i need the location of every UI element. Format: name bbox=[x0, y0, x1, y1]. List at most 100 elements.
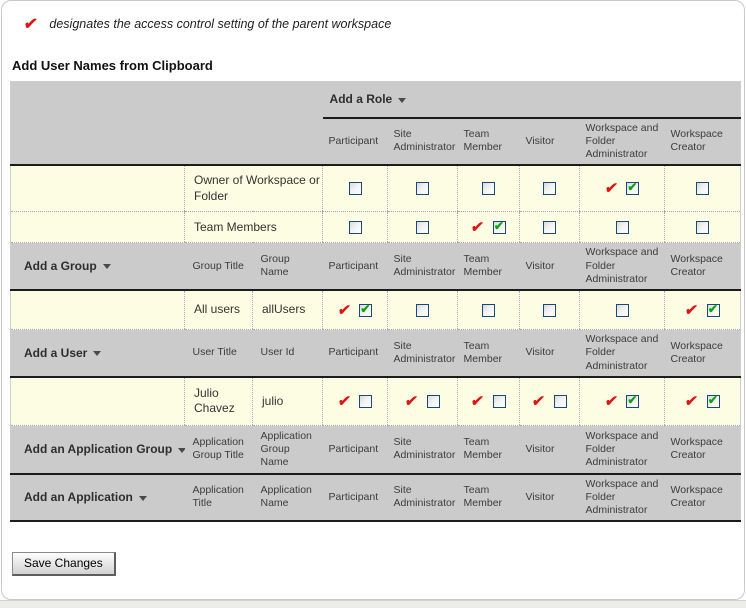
column-group-title: Group Title bbox=[184, 242, 253, 291]
add-a-role-menu[interactable]: Add a Role bbox=[323, 92, 407, 106]
add-an-application-label: Add an Application bbox=[24, 490, 133, 505]
permission-cell bbox=[664, 376, 741, 427]
permission-checkbox[interactable] bbox=[553, 394, 567, 408]
chevron-down-icon bbox=[93, 351, 102, 357]
role-column-participant: Participant bbox=[322, 329, 388, 378]
parent-setting-legend: designates the access control setting of… bbox=[2, 1, 744, 34]
permission-checkbox[interactable] bbox=[696, 182, 710, 196]
permission-checkbox[interactable] bbox=[492, 394, 506, 408]
table-row-team-members: Team Members bbox=[10, 211, 741, 244]
permission-checkbox[interactable] bbox=[426, 394, 440, 408]
permission-checkbox[interactable] bbox=[706, 302, 720, 317]
role-column-workspace-creator: Workspace Creator bbox=[664, 117, 741, 166]
role-column-visitor: Visitor bbox=[519, 425, 580, 475]
permission-checkbox[interactable] bbox=[482, 303, 496, 317]
column-application-name: Application Name bbox=[252, 473, 323, 523]
column-user-id: User Id bbox=[252, 329, 323, 378]
permission-checkbox[interactable] bbox=[416, 303, 430, 317]
permission-cell bbox=[322, 376, 388, 427]
role-column-team-member: Team Member bbox=[457, 329, 520, 378]
permission-cell bbox=[664, 289, 741, 331]
role-column-visitor: Visitor bbox=[519, 329, 580, 378]
red-check-icon bbox=[337, 394, 352, 409]
permission-cell bbox=[387, 164, 458, 213]
column-group-name: Group Name bbox=[252, 242, 323, 291]
access-control-table: Add a Role Participant Site Administrato… bbox=[10, 81, 742, 523]
permission-cell bbox=[457, 164, 520, 213]
save-changes-button[interactable]: Save Changes bbox=[12, 552, 116, 576]
red-check-icon bbox=[531, 394, 546, 409]
red-check-icon bbox=[684, 394, 699, 409]
red-check-icon bbox=[23, 14, 39, 34]
role-column-workspace-creator: Workspace Creator bbox=[664, 425, 741, 475]
permission-checkbox[interactable] bbox=[626, 393, 640, 408]
red-check-icon bbox=[604, 394, 619, 409]
user-id-value: julio bbox=[251, 376, 323, 427]
role-column-workspace-creator: Workspace Creator bbox=[664, 242, 741, 291]
permission-cell bbox=[579, 211, 665, 244]
permission-checkbox[interactable] bbox=[416, 220, 430, 234]
empty-cell bbox=[10, 164, 185, 213]
permission-cell bbox=[579, 164, 665, 213]
permission-checkbox[interactable] bbox=[492, 219, 506, 234]
role-column-team-member: Team Member bbox=[457, 117, 520, 166]
role-column-participant: Participant bbox=[322, 117, 388, 166]
role-column-visitor: Visitor bbox=[519, 117, 580, 166]
page-background-strip bbox=[0, 600, 746, 608]
row-label-team-members: Team Members bbox=[183, 211, 323, 244]
permission-checkbox[interactable] bbox=[626, 180, 640, 196]
chevron-down-icon bbox=[398, 97, 407, 103]
red-check-icon bbox=[337, 303, 352, 318]
role-column-workspace-folder-admin: Workspace and Folder Administrator bbox=[579, 117, 665, 166]
chevron-down-icon bbox=[178, 447, 185, 453]
column-user-title: User Title bbox=[184, 329, 253, 378]
add-an-application-menu[interactable]: Add an Application bbox=[10, 473, 185, 523]
empty-cell bbox=[10, 376, 185, 427]
role-column-site-administrator: Site Administrator bbox=[387, 117, 458, 166]
permission-checkbox[interactable] bbox=[359, 302, 373, 317]
section-header-user: Add a User User Title User Id Participan… bbox=[10, 329, 741, 378]
permission-checkbox[interactable] bbox=[482, 182, 496, 196]
chevron-down-icon bbox=[102, 264, 111, 270]
chevron-down-icon bbox=[138, 495, 147, 501]
permission-cell bbox=[322, 211, 388, 244]
header-spacer bbox=[10, 81, 323, 118]
role-column-visitor: Visitor bbox=[519, 242, 580, 291]
row-label-owner: Owner of Workspace or Folder bbox=[183, 164, 323, 213]
role-column-visitor: Visitor bbox=[519, 473, 580, 523]
add-a-group-menu[interactable]: Add a Group bbox=[10, 242, 185, 291]
empty-cell bbox=[10, 211, 185, 244]
column-application-title: Application Title bbox=[184, 473, 253, 523]
add-a-user-menu[interactable]: Add a User bbox=[10, 329, 185, 378]
permission-cell bbox=[519, 289, 580, 331]
add-an-application-group-menu[interactable]: Add an Application Group bbox=[10, 425, 185, 475]
permission-checkbox[interactable] bbox=[615, 303, 629, 317]
permission-checkbox[interactable] bbox=[543, 182, 557, 196]
permission-cell bbox=[664, 211, 741, 244]
role-column-workspace-folder-admin: Workspace and Folder Administrator bbox=[579, 242, 665, 291]
permission-checkbox[interactable] bbox=[543, 220, 557, 234]
user-title-value: Julio Chavez bbox=[184, 376, 253, 427]
red-check-icon bbox=[470, 394, 485, 409]
permission-checkbox[interactable] bbox=[348, 182, 362, 196]
permission-cell bbox=[457, 289, 520, 331]
permission-checkbox[interactable] bbox=[359, 394, 373, 408]
permission-checkbox[interactable] bbox=[706, 393, 720, 408]
permission-checkbox[interactable] bbox=[416, 182, 430, 196]
group-name-value: allUsers bbox=[251, 289, 323, 331]
permission-cell bbox=[579, 376, 665, 427]
permission-checkbox[interactable] bbox=[615, 220, 629, 234]
role-column-site-administrator: Site Administrator bbox=[387, 242, 458, 291]
permission-cell bbox=[664, 164, 741, 213]
permission-cell bbox=[387, 376, 458, 427]
permission-checkbox[interactable] bbox=[696, 220, 710, 234]
role-column-workspace-folder-admin: Workspace and Folder Administrator bbox=[579, 329, 665, 378]
section-header-application: Add an Application Application Title App… bbox=[10, 473, 741, 523]
permission-checkbox[interactable] bbox=[348, 220, 362, 234]
permission-cell bbox=[387, 289, 458, 331]
section-header-application-group: Add an Application Group Application Gro… bbox=[10, 425, 741, 475]
section-header-group: Add a Group Group Title Group Name Parti… bbox=[10, 242, 741, 291]
role-column-participant: Participant bbox=[322, 425, 388, 475]
permission-checkbox[interactable] bbox=[543, 303, 557, 317]
red-check-icon bbox=[684, 303, 699, 318]
